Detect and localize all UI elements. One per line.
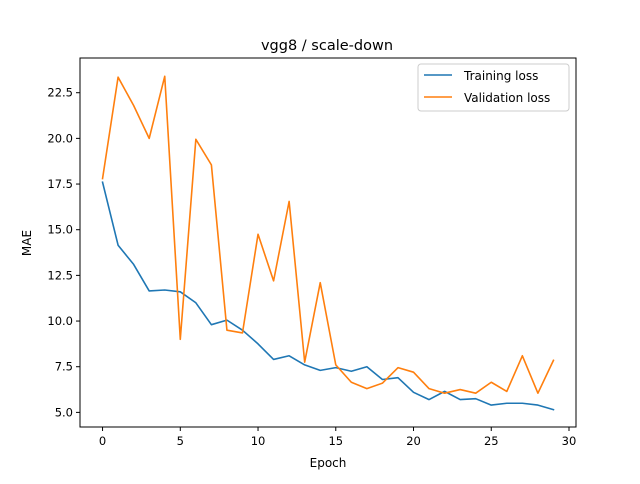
y-tick-label: 17.5 <box>47 177 73 191</box>
legend-box <box>417 63 570 112</box>
plot-area: 0 5 10 15 20 25 30 5.0 7.5 10.0 12.5 15.0 17.5 20.0 22… <box>47 75 577 448</box>
y-tick-label: 22.5 <box>47 86 73 100</box>
x-tick-label: 25 <box>484 434 499 448</box>
axes-frame <box>79 57 577 428</box>
x-tick-label: 10 <box>251 434 266 448</box>
x-tick-label: 5 <box>177 434 184 448</box>
y-tick-label: 20.0 <box>47 131 73 145</box>
y-tick-label: 10.0 <box>47 314 73 328</box>
legend-label-validation-loss: Validation loss <box>464 91 550 105</box>
x-tick-label: 20 <box>406 434 421 448</box>
chart-title: vgg8 / scale-down <box>261 38 393 54</box>
y-tick-label: 5.0 <box>55 405 73 419</box>
x-tick-label: 30 <box>562 434 577 448</box>
x-tick-label: 15 <box>328 434 343 448</box>
y-tick-label: 12.5 <box>47 268 73 282</box>
legend: Training loss Validation loss <box>417 63 570 112</box>
y-tick-label: 7.5 <box>55 360 73 374</box>
x-axis-label: Epoch <box>310 456 347 470</box>
legend-label-training-loss: Training loss <box>463 69 538 83</box>
series-line-validation-loss <box>101 75 555 395</box>
y-tick-label: 15.0 <box>47 223 73 237</box>
y-axis-label: MAE <box>20 230 34 256</box>
x-tick-label: 0 <box>99 434 106 448</box>
